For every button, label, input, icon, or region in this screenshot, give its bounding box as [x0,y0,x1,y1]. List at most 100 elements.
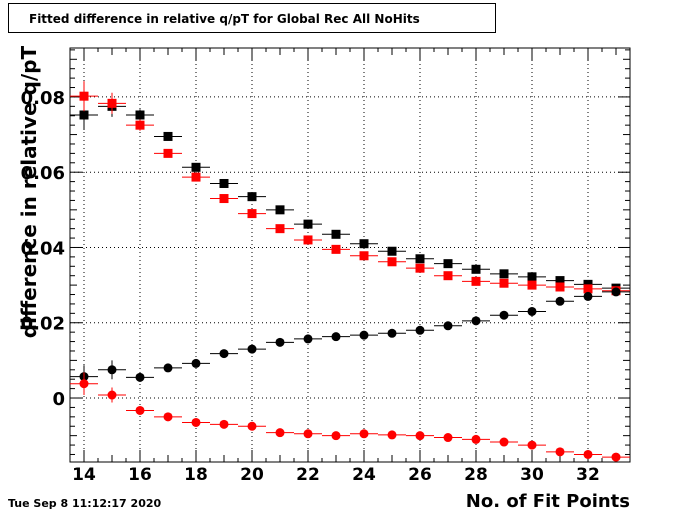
data-point-circle [219,419,229,429]
x-axis-label: No. of Fit Points [465,491,630,512]
data-point-circle [247,421,257,431]
data-point-square [583,279,593,289]
x-tick-label: 24 [352,465,376,485]
data-point-circle [499,310,509,320]
data-point-square [247,192,257,202]
data-point-square [359,239,369,249]
axis-ticks [69,48,631,462]
x-tick-label: 28 [464,465,488,485]
data-point-circle [275,337,285,347]
data-point-circle [359,330,369,340]
y-tick-label: 0.08 [21,88,65,109]
data-point-square [527,272,537,282]
data-point-circle [135,405,145,415]
x-tick-label: 26 [408,465,432,485]
data-point-circle [415,431,425,441]
series-1 [70,95,630,293]
data-point-square [471,264,481,274]
data-point-square [191,162,201,172]
data-point-circle [107,365,117,375]
data-point-square [415,263,425,273]
data-point-circle [471,316,481,326]
data-point-square [583,284,593,294]
x-tick-label: 32 [576,465,600,485]
data-point-square [415,254,425,264]
data-point-square [107,98,117,108]
data-point-circle [107,390,117,400]
data-point-circle [303,334,313,344]
y-tick-label: 0.04 [21,238,65,259]
data-point-circle [555,447,565,457]
data-point-circle [303,429,313,439]
plot-frame [69,47,631,463]
data-point-square [275,205,285,215]
data-point-circle [527,306,537,316]
data-point-square [499,278,509,288]
x-tick-label: 22 [296,465,320,485]
x-tick-label: 18 [184,465,208,485]
data-point-square [135,120,145,130]
data-point-circle [415,325,425,335]
data-point-circle [611,452,621,462]
data-point-square [331,229,341,239]
series-2 [70,81,630,296]
data-point-square [191,172,201,182]
data-point-square [275,224,285,234]
data-point-circle [527,440,537,450]
data-point-square [387,246,397,256]
data-point-square [303,235,313,245]
data-point-circle [471,434,481,444]
data-point-square [527,280,537,290]
data-point-square [443,271,453,281]
data-point-circle [387,430,397,440]
tick-labels: 14 16 18 20 22 24 26 28 30 32 0 0.02 0.04 0.06 0.08 [21,88,600,485]
x-tick-label: 30 [520,465,544,485]
data-point-circle [443,433,453,443]
plot-border [69,47,631,463]
data-point-square [471,276,481,286]
data-point-square [331,244,341,254]
y-tick-label: 0.02 [21,314,65,335]
data-point-square [443,259,453,269]
data-series [70,81,630,462]
data-point-circle [135,372,145,382]
data-point-circle [611,287,621,297]
data-point-circle [79,379,89,389]
data-point-circle [331,332,341,342]
data-point-circle [191,417,201,427]
data-point-square [303,219,313,229]
data-point-circle [163,363,173,373]
data-point-circle [555,296,565,306]
data-point-circle [387,328,397,338]
data-point-square [387,257,397,267]
x-tick-label: 14 [72,465,96,485]
y-tick-label: 0.06 [21,163,65,184]
data-point-circle [443,321,453,331]
y-axis-label: difference in relative q/pT [17,45,41,339]
data-point-circle [275,428,285,438]
x-tick-label: 16 [128,465,152,485]
data-point-circle [219,349,229,359]
data-point-circle [331,431,341,441]
data-point-circle [247,344,257,354]
data-point-square [499,269,509,279]
chart-title-box: Fitted difference in relative q/pT for G… [8,3,496,33]
data-point-square [79,110,89,120]
series-4 [70,372,630,462]
x-tick-label: 20 [240,465,264,485]
data-point-circle [163,412,173,422]
data-point-square [555,276,565,286]
y-tick-label: 0 [52,389,65,410]
data-point-square [247,209,257,219]
data-point-circle [191,358,201,368]
chart-title: Fitted difference in relative q/pT for G… [29,12,420,26]
data-point-circle [499,437,509,447]
data-point-square [359,251,369,261]
data-point-square [163,148,173,158]
data-point-circle [583,291,593,301]
data-point-square [135,110,145,120]
data-point-circle [359,429,369,439]
timestamp: Tue Sep 8 11:12:17 2020 [8,497,162,510]
data-point-square [555,282,565,292]
